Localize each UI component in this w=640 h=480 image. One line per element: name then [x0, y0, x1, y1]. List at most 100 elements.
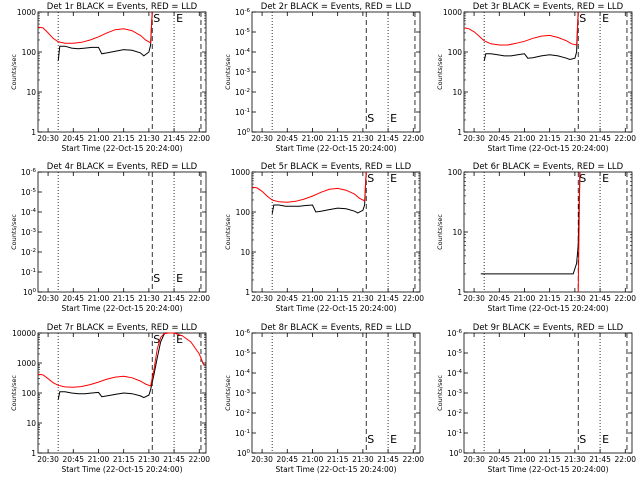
y-tick-label: 10-2 — [235, 88, 250, 97]
panel-title: Det 7r BLACK = Events, RED = LLD — [47, 323, 198, 333]
y-tick-label: 10-6 — [235, 8, 251, 17]
y-tick-label: 10-3 — [447, 389, 463, 398]
y-tick-label: 1 — [457, 128, 462, 137]
y-tick-label: 10-2 — [235, 409, 250, 418]
start-marker-label: S — [367, 172, 374, 185]
y-tick-label: 1000 — [17, 359, 36, 368]
y-tick-label: 10-4 — [235, 369, 251, 378]
x-tick-label: 21:30 — [138, 294, 160, 303]
end-marker-label: E — [176, 12, 183, 25]
x-tick-label: 20:30 — [463, 294, 485, 303]
x-axis-label: Start Time (22-Oct-15 20:24:00) — [487, 144, 608, 153]
panel-title: Det 9r BLACK = Events, RED = LLD — [473, 323, 624, 333]
start-marker-label: S — [367, 112, 374, 125]
events-series-line — [271, 171, 367, 214]
end-marker-label: E — [602, 172, 609, 185]
x-tick-label: 20:45 — [488, 134, 510, 143]
lld-series-line — [463, 11, 579, 46]
y-tick-label: 10 — [26, 88, 36, 97]
lld-series-line — [577, 171, 581, 293]
end-marker-label: E — [176, 272, 183, 285]
y-tick-label: 10-6 — [21, 168, 37, 177]
y-tick-label: 100 — [448, 48, 463, 57]
y-tick-label: 10 — [452, 228, 462, 237]
x-axis-label: Start Time (22-Oct-15 20:24:00) — [487, 304, 608, 313]
y-tick-label: 100 — [22, 48, 37, 57]
x-tick-label: 20:45 — [488, 294, 510, 303]
y-tick-label: 10-2 — [21, 248, 36, 257]
x-tick-label: 21:15 — [113, 134, 135, 143]
x-tick-label: 22:00 — [402, 294, 424, 303]
events-series-line — [480, 171, 581, 275]
x-tick-label: 21:45 — [589, 134, 611, 143]
x-tick-label: 21:00 — [514, 294, 536, 303]
x-tick-label: 22:00 — [402, 455, 424, 464]
end-marker-label: E — [390, 172, 397, 185]
x-tick-label: 20:30 — [251, 134, 273, 143]
plot-frame — [463, 11, 633, 133]
x-tick-label: 20:30 — [251, 455, 273, 464]
end-marker-label: E — [390, 433, 397, 446]
x-tick-label: 21:00 — [88, 134, 110, 143]
x-tick-label: 21:15 — [539, 134, 561, 143]
x-tick-label: 21:15 — [113, 455, 135, 464]
x-tick-label: 21:30 — [138, 134, 160, 143]
y-tick-label: 10-5 — [447, 349, 463, 358]
x-tick-label: 20:30 — [37, 294, 59, 303]
y-tick-label: 10-4 — [235, 48, 251, 57]
y-axis-label: Counts/sec — [436, 375, 444, 411]
x-tick-label: 22:00 — [614, 455, 636, 464]
lld-series-line — [251, 171, 367, 203]
y-tick-label: 10-1 — [235, 429, 250, 438]
panel-title: Det 5r BLACK = Events, RED = LLD — [261, 162, 412, 172]
x-tick-label: 21:00 — [302, 134, 324, 143]
x-axis-label: Start Time (22-Oct-15 20:24:00) — [61, 304, 182, 313]
y-tick-label: 10000 — [12, 329, 36, 338]
x-axis-label: Start Time (22-Oct-15 20:24:00) — [275, 465, 396, 474]
end-marker-label: E — [390, 112, 397, 125]
x-tick-label: 20:45 — [62, 455, 84, 464]
y-tick-label: 100 — [448, 168, 463, 177]
x-tick-label: 21:30 — [352, 455, 374, 464]
lld-series-line — [37, 332, 205, 388]
y-axis-label: Counts/sec — [10, 375, 18, 411]
x-tick-label: 22:00 — [614, 134, 636, 143]
events-series-line — [483, 11, 579, 62]
x-tick-label: 20:45 — [276, 294, 298, 303]
x-tick-label: 21:30 — [138, 455, 160, 464]
x-tick-label: 21:45 — [377, 455, 399, 464]
plot-frame — [251, 171, 421, 293]
y-tick-label: 1 — [245, 288, 250, 297]
y-tick-label: 10-3 — [235, 389, 251, 398]
y-axis-label: Counts/sec — [224, 54, 232, 90]
x-axis-label: Start Time (22-Oct-15 20:24:00) — [61, 465, 182, 474]
y-tick-label: 10 — [26, 419, 36, 428]
x-tick-label: 20:30 — [251, 294, 273, 303]
x-tick-label: 21:30 — [352, 294, 374, 303]
y-tick-label: 10-1 — [235, 108, 250, 117]
x-axis-label: Start Time (22-Oct-15 20:24:00) — [487, 465, 608, 474]
start-marker-label: S — [367, 433, 374, 446]
x-tick-label: 21:30 — [564, 455, 586, 464]
x-tick-label: 21:45 — [589, 455, 611, 464]
events-series-line — [57, 11, 153, 61]
start-marker-label: S — [579, 12, 586, 25]
x-tick-label: 21:00 — [302, 455, 324, 464]
x-tick-label: 21:30 — [564, 294, 586, 303]
y-tick-label: 1 — [31, 128, 36, 137]
x-tick-label: 20:45 — [276, 134, 298, 143]
y-tick-label: 100 — [237, 449, 251, 458]
y-tick-label: 1000 — [443, 8, 462, 17]
y-axis-label: Counts/sec — [224, 214, 232, 250]
panel-title: Det 1r BLACK = Events, RED = LLD — [47, 2, 198, 12]
x-axis-label: Start Time (22-Oct-15 20:24:00) — [275, 144, 396, 153]
start-marker-label: S — [579, 433, 586, 446]
y-tick-label: 10-2 — [447, 409, 462, 418]
start-marker-label: S — [153, 333, 160, 346]
y-tick-label: 10-4 — [447, 369, 463, 378]
y-tick-label: 10-5 — [235, 349, 251, 358]
x-tick-label: 21:30 — [352, 134, 374, 143]
